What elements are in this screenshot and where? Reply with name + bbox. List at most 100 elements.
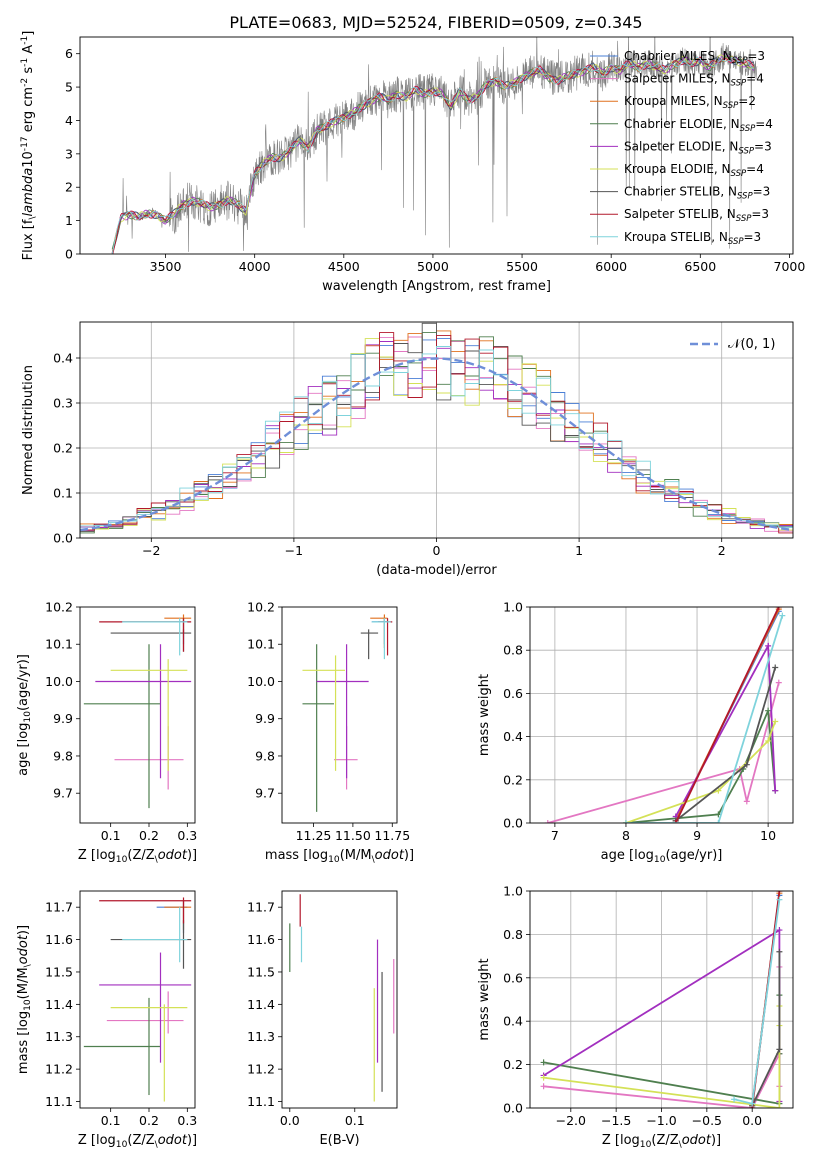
spectrum-ytick-label: 5 [65, 80, 73, 95]
mass_weight_vs_Z-ytick-label: 0.2 [503, 1057, 523, 1072]
mass_weight_vs_age-marker [622, 820, 629, 823]
mass_weight_vs_age-marker [544, 820, 551, 823]
age_vs_Z-ytick-label: 9.8 [53, 748, 73, 763]
mass_weight_vs_age-marker [765, 707, 772, 714]
mass_weight_vs_Z-xtick-label: −1.5 [601, 1113, 631, 1128]
residuals-ytick-label: 0.3 [53, 396, 73, 411]
spectrum-xtick-label: 4000 [239, 259, 271, 274]
residuals-ytick-label: 0.4 [53, 351, 73, 366]
spectrum-model-salpeter-stelib [112, 56, 755, 254]
mass_weight_vs_age-line-chabrier-elodie [625, 710, 777, 823]
mass_vs_ebv-xtick-label: 0.1 [345, 1113, 365, 1128]
mass_vs_ebv-frame [281, 890, 398, 1109]
mass_weight_vs_Z-marker [540, 1083, 547, 1090]
mass_weight_vs_age-line-kroupa-elodie [625, 721, 777, 823]
mass_weight_vs_age-marker [772, 787, 779, 794]
mass_vs_Z-ytick-label: 11.3 [45, 1029, 73, 1044]
mass_weight_vs_age-ytick-label: 1.0 [503, 600, 523, 615]
spectrum-ytick-label: 0 [65, 247, 73, 262]
residuals-ytick-label: 0.1 [53, 486, 73, 501]
mass_weight_vs_age-marker [779, 612, 786, 619]
mass_weight_vs_Z-marker [776, 927, 783, 934]
mass_weight_vs_Z-xlabel: Z [log10(Z/Z\odot)] [602, 1133, 721, 1150]
age_vs_mass-ytick-label: 9.7 [255, 786, 275, 801]
age_vs_Z-axes: 0.1 0.2 0.3 9.7 9.8 9.9 10.0 10.1 10.2 Z [log10(Z… [16, 600, 197, 865]
spectrum-xtick-label: 7000 [774, 259, 806, 274]
spectrum-xtick-label: 6500 [684, 259, 716, 274]
mass_weight_vs_Z-xtick-label: −1.0 [646, 1113, 676, 1128]
spectrum-model-kroupa-stelib [111, 56, 754, 254]
residuals-xtick-label: 1 [575, 543, 583, 558]
mass_weight_vs_age-line-kroupa-stelib [626, 615, 784, 823]
mass_weight_vs_age-xtick-label: 7 [551, 828, 559, 843]
mass_weight_vs_age-ytick-label: 0.0 [503, 816, 523, 831]
mass_weight_vs_age-xtick-label: 10 [760, 828, 776, 843]
mass_weight_vs_age-marker [743, 761, 750, 768]
mass_vs_Z-ytick-label: 11.1 [45, 1094, 73, 1109]
spectrum-ytick-label: 3 [65, 146, 73, 161]
mass_weight_vs_age-ytick-label: 0.4 [503, 729, 523, 744]
age_vs_mass-xtick-label: 11.50 [335, 828, 371, 843]
mass_weight_vs_Z-marker [776, 891, 783, 894]
age_vs_mass-axes: 11.25 11.50 11.75 9.7 9.8 9.9 10.0 10.1 10.2 mass… [247, 600, 414, 865]
spectrum-ytick-label: 2 [65, 180, 73, 195]
mass_weight_vs_Z-ytick-label: 0.0 [503, 1101, 523, 1116]
age_vs_mass-xtick-label: 11.75 [374, 828, 410, 843]
mass_vs_ebv-xlabel: E(B-V) [319, 1133, 359, 1148]
residuals-frame [79, 321, 794, 539]
age_vs_mass-ytick-label: 9.8 [255, 748, 275, 763]
age_vs_Z-xtick-label: 0.1 [101, 828, 121, 843]
spectrum-ytick-label: 1 [65, 213, 73, 228]
mass_vs_Z-ytick-label: 11.7 [45, 900, 73, 915]
mass_vs_Z-ytick-label: 11.5 [45, 964, 73, 979]
residuals-axes: −2 −1 0 1 2 0.0 0.1 0.2 0.3 0.4 (data-model)/error… [21, 321, 794, 578]
mass_vs_Z-ytick-label: 11.2 [45, 1062, 73, 1077]
mass_vs_ebv-axes: 0.0 0.1 11.1 11.2 11.3 11.4 11.5 11.6 11.7 E(B-V) [247, 890, 398, 1148]
mass_vs_ebv-ytick-label: 11.2 [247, 1062, 275, 1077]
residuals-xtick-label: −2 [142, 543, 160, 558]
mass_weight_vs_age-marker [765, 642, 772, 649]
hist-kroupa-stelib [80, 346, 793, 538]
age_vs_Z-ytick-label: 10.1 [45, 637, 73, 652]
mass_weight_vs_Z-axes: −2.0 −1.5 −1.0 −0.5 0.0 0.0 0.2 0.4 0.6 0.8 1.0 Z [… [477, 884, 794, 1150]
mass_weight_vs_age-ytick-label: 0.8 [503, 643, 523, 658]
age_vs_Z-ytick-label: 10.2 [45, 600, 73, 615]
mass_weight_vs_age-frame [529, 606, 794, 824]
residuals-ytick-label: 0.0 [53, 531, 73, 546]
mass_weight_vs_Z-frame [529, 890, 794, 1109]
mass_weight_vs_age-marker [765, 737, 772, 744]
mass_weight_vs_Z-marker [540, 1059, 547, 1066]
mass_weight_vs_Z-marker [776, 896, 783, 903]
mass_vs_ebv-ytick-label: 11.7 [247, 900, 275, 915]
mass_weight_vs_age-ylabel: mass weight [477, 674, 492, 756]
mass_vs_ebv-ytick-label: 11.5 [247, 964, 275, 979]
mass_weight_vs_age-xlabel: age [log10(age/yr)] [601, 848, 723, 865]
age_vs_Z-xtick-label: 0.2 [139, 828, 159, 843]
mass_weight_vs_age-ytick-label: 0.2 [503, 772, 523, 787]
mass_vs_Z-xlabel: Z [log10(Z/Z\odot)] [78, 1133, 197, 1150]
mass_vs_Z-xtick-label: 0.1 [101, 1113, 121, 1128]
age_vs_mass-ytick-label: 9.9 [255, 711, 275, 726]
residuals-xlabel: (data-model)/error [376, 563, 497, 578]
age_vs_Z-ytick-label: 9.9 [53, 711, 73, 726]
spectrum-xlabel: wavelength [Angstrom, rest frame] [322, 279, 551, 294]
legend-label-salpeter-miles: Salpeter MILES, NSSP=4 [624, 72, 764, 89]
spectrum-ytick-label: 4 [65, 113, 73, 128]
mass_weight_vs_Z-marker [749, 1100, 756, 1107]
mass_weight_vs_Z-marker [776, 1046, 783, 1053]
legend-label-kroupa-elodie: Kroupa ELODIE, NSSP=4 [624, 162, 764, 179]
mass_weight_vs_Z-marker [776, 948, 783, 955]
normal-curve [80, 357, 793, 532]
mass_vs_Z-xtick-label: 0.3 [177, 1113, 197, 1128]
mass_weight_vs_Z-ytick-label: 0.6 [503, 970, 523, 985]
mass_weight_vs_Z-ytick-label: 0.8 [503, 927, 523, 942]
mass_weight_vs_age-xtick-label: 8 [622, 828, 630, 843]
mass_vs_Z-ytick-label: 11.4 [45, 997, 73, 1012]
spectrum-ytick-label: 6 [65, 46, 73, 61]
legend-label-chabrier-elodie: Chabrier ELODIE, NSSP=4 [624, 117, 773, 134]
residuals-xtick-label: 0 [433, 543, 441, 558]
mass_weight_vs_Z-xtick-label: −2.0 [556, 1113, 586, 1128]
mass_vs_ebv-ytick-label: 11.1 [247, 1094, 275, 1109]
age_vs_Z-ytick-label: 10.0 [45, 674, 73, 689]
